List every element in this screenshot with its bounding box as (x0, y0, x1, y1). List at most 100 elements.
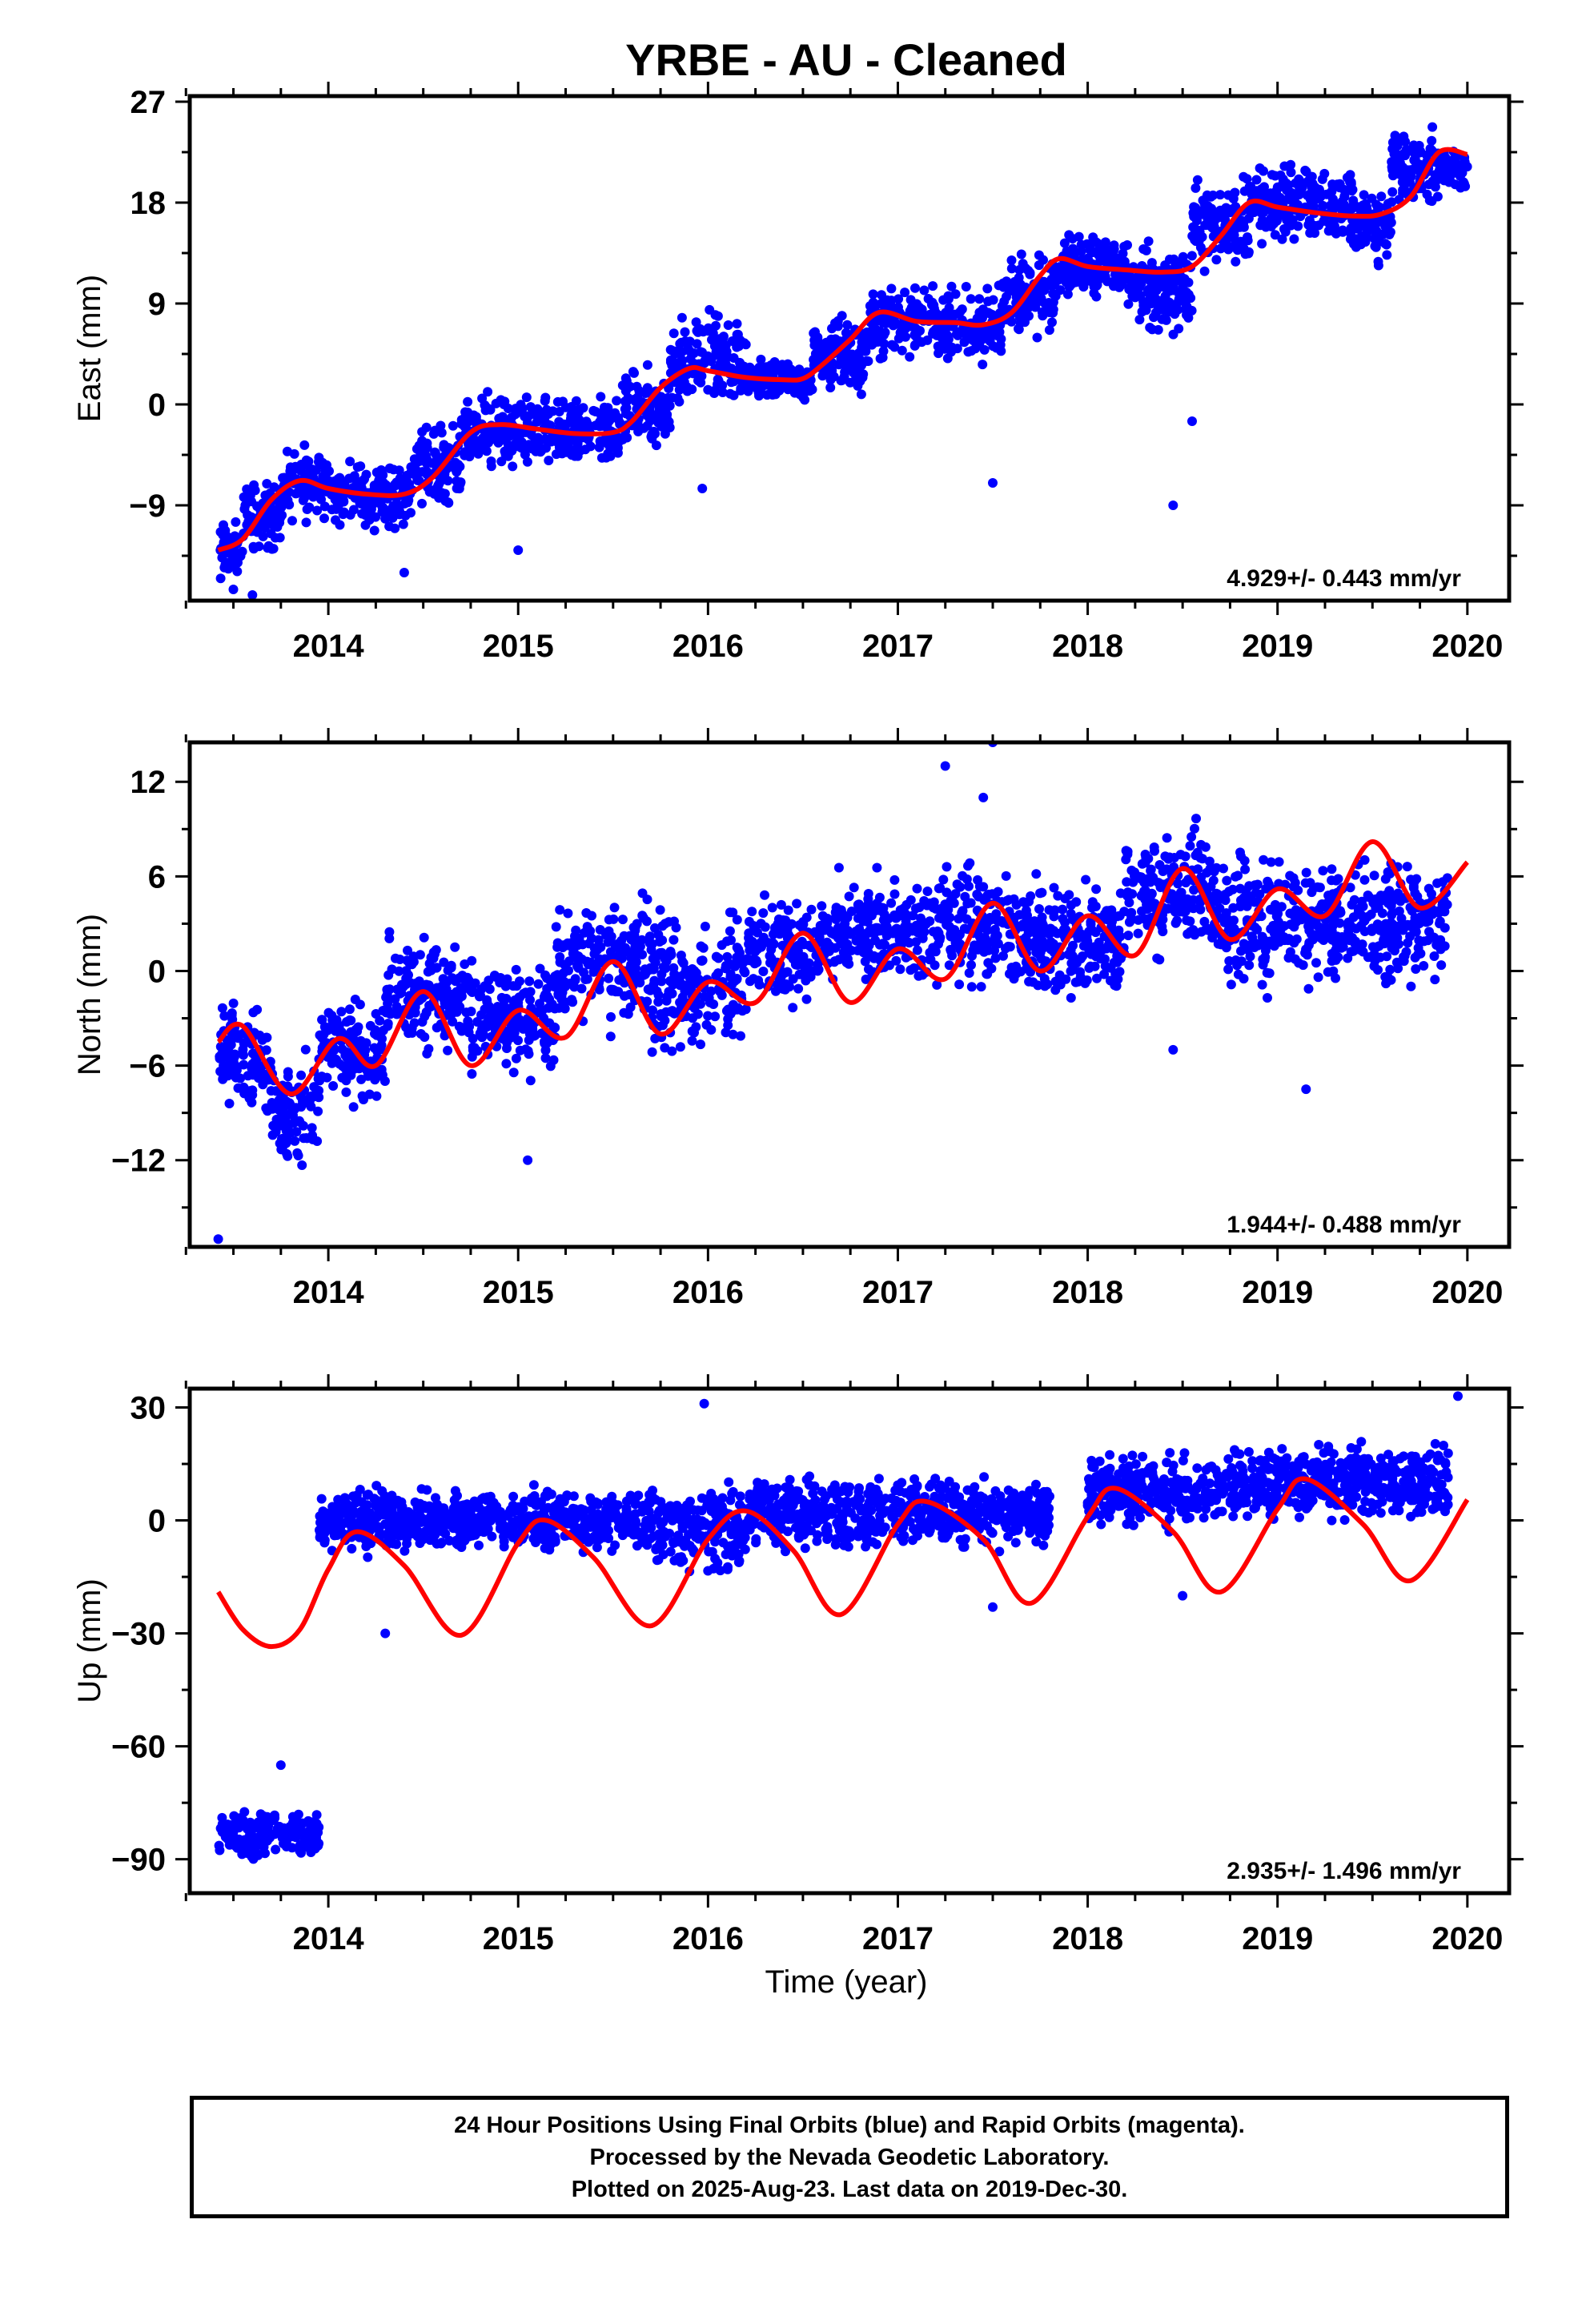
data-point (1398, 185, 1408, 195)
data-point (1281, 178, 1291, 188)
data-point (717, 940, 727, 951)
data-point (856, 389, 866, 400)
data-point (1037, 307, 1047, 317)
data-point (1135, 291, 1146, 300)
data-point (1193, 864, 1203, 875)
data-point (596, 942, 606, 952)
data-point (1307, 887, 1317, 898)
data-point (1035, 888, 1045, 899)
data-point (520, 1019, 531, 1028)
data-point (1306, 929, 1316, 939)
data-point (317, 1015, 327, 1025)
data-point (950, 889, 961, 899)
data-point-outlier (697, 484, 708, 493)
data-point (961, 282, 971, 292)
data-point (391, 953, 400, 963)
data-point (910, 340, 920, 350)
data-point (585, 441, 596, 452)
data-point (500, 981, 511, 991)
data-point (1006, 279, 1016, 290)
data-point (646, 945, 656, 955)
data-point (741, 954, 752, 964)
data-point (455, 973, 465, 983)
data-point (574, 934, 584, 943)
data-point (1311, 920, 1322, 931)
data-point (570, 451, 580, 461)
data-point (596, 452, 607, 463)
data-point (648, 412, 659, 422)
data-point (1090, 901, 1101, 911)
data-point (830, 338, 840, 348)
data-point (905, 352, 915, 362)
data-point (566, 938, 576, 948)
data-point (1339, 192, 1350, 202)
data-point (817, 901, 827, 911)
data-point (1134, 315, 1145, 325)
data-point (877, 352, 888, 363)
data-point (344, 1015, 355, 1025)
data-point (354, 1063, 364, 1074)
data-point (394, 966, 404, 976)
data-point (806, 904, 817, 915)
data-point (489, 971, 500, 980)
data-point (841, 957, 852, 967)
data-point (463, 1016, 473, 1027)
data-point (1011, 961, 1021, 971)
data-point (974, 294, 985, 304)
data-point (540, 396, 550, 406)
data-point (402, 470, 412, 480)
data-point (1154, 955, 1165, 965)
data-point (979, 344, 990, 355)
data-point (1075, 267, 1086, 278)
data-point (1049, 926, 1058, 936)
data-point (1223, 964, 1234, 975)
data-point (428, 985, 439, 995)
data-point (813, 959, 823, 970)
data-point (889, 889, 900, 899)
data-point (855, 907, 865, 916)
chart-title: YRBE - AU - Cleaned (625, 34, 1067, 85)
data-point (1047, 317, 1057, 328)
data-point (1257, 215, 1267, 225)
data-point (554, 421, 564, 432)
data-point (682, 386, 693, 396)
data-point (769, 939, 779, 949)
data-point (717, 990, 727, 1000)
data-point (1427, 196, 1437, 207)
data-point (1359, 927, 1370, 936)
data-point (660, 1043, 670, 1053)
data-point (732, 365, 742, 376)
data-point (493, 437, 504, 448)
data-point (1182, 929, 1193, 939)
data-point (966, 898, 976, 908)
data-point (1277, 234, 1287, 244)
data-point (1114, 911, 1125, 921)
data-point (676, 951, 686, 960)
data-point (906, 303, 917, 313)
data-point (292, 1148, 303, 1158)
data-point (304, 1096, 315, 1106)
data-point (978, 882, 989, 892)
data-point (269, 482, 279, 493)
data-point (783, 905, 793, 915)
data-point (602, 408, 612, 418)
data-point (1263, 879, 1274, 890)
data-point (703, 1011, 713, 1021)
data-point (444, 498, 454, 508)
data-point (772, 979, 782, 990)
data-point (1180, 906, 1191, 916)
data-point (1185, 841, 1195, 851)
data-point (1422, 189, 1432, 199)
data-point (439, 957, 449, 967)
data-point (1050, 976, 1061, 987)
data-point (1293, 885, 1303, 895)
data-point (1190, 823, 1199, 834)
data-point (1081, 875, 1091, 885)
data-point (624, 990, 635, 999)
data-point (894, 931, 905, 941)
data-point (1133, 928, 1143, 939)
data-points-east (215, 122, 1472, 600)
data-point (954, 914, 964, 924)
data-point (632, 381, 642, 392)
data-point (905, 965, 916, 975)
